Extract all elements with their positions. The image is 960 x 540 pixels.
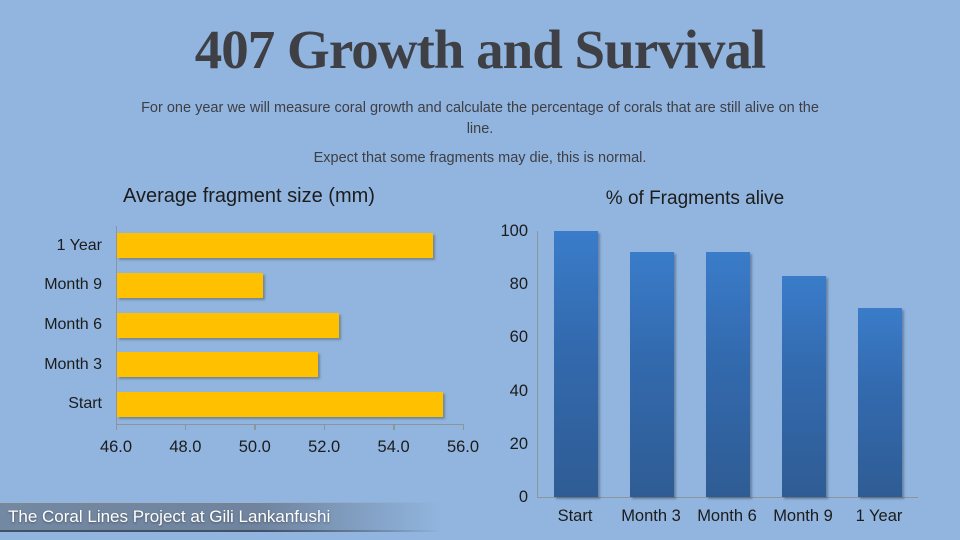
x-axis-tick xyxy=(184,424,187,430)
y-axis-tick-label: 100 xyxy=(500,222,528,240)
footer-text: The Coral Lines Project at Gili Lankanfu… xyxy=(8,507,331,526)
x-axis-tick xyxy=(115,424,117,430)
y-axis-tick-label: 20 xyxy=(509,434,528,453)
category-label: Month 9 xyxy=(44,276,102,294)
x-axis-tick-label: 54.0 xyxy=(377,438,410,456)
y-axis-tick-label: 0 xyxy=(518,488,528,506)
category-label: 1 Year xyxy=(56,236,102,254)
chart-fragments-alive: % of Fragments alive StartMonth 3Month 6… xyxy=(480,188,950,538)
slide-title: 407 Growth and Survival xyxy=(194,19,766,80)
x-axis-tick-label: 56.0 xyxy=(446,438,480,456)
chart-average-fragment-size-title: Average fragment size (mm) xyxy=(123,185,375,207)
y-axis-tick-label: 40 xyxy=(509,381,528,400)
bar-month-9 xyxy=(117,272,263,298)
bar-start xyxy=(554,231,598,497)
x-axis-tick xyxy=(462,424,464,430)
footer-band: The Coral Lines Project at Gili Lankanfu… xyxy=(0,502,960,532)
y-axis-tick-label: 60 xyxy=(509,328,528,347)
bar-1-year xyxy=(117,233,433,259)
bar-month-6 xyxy=(706,252,750,497)
x-axis-tick-label: 48.0 xyxy=(169,438,202,456)
bar-month-6 xyxy=(117,312,340,338)
bar-month-3 xyxy=(630,252,674,497)
subtitle-paragraph-2: Expect that some fragments may die, this… xyxy=(313,150,647,167)
bar-month-3 xyxy=(117,352,319,378)
slide-subtitle: For one year we will measure coral growt… xyxy=(140,98,820,169)
subtitle-paragraph-1: For one year we will measure coral growt… xyxy=(141,100,819,138)
x-axis-tick-label: 46.0 xyxy=(99,438,133,456)
chart-average-fragment-size: Average fragment size (mm) 1 Year Month 9… xyxy=(20,185,480,475)
category-label: Month 3 xyxy=(44,355,102,373)
bar-start xyxy=(117,391,444,417)
chart-average-fragment-size-plot xyxy=(116,226,464,425)
chart-fragments-alive-plot xyxy=(537,231,918,498)
x-axis-tick xyxy=(393,424,395,430)
chart-fragments-alive-title: % of Fragments alive xyxy=(605,188,785,209)
x-axis-tick-label: 52.0 xyxy=(308,438,341,456)
bar-1-year xyxy=(858,308,902,497)
x-axis-tick xyxy=(254,424,256,430)
x-axis-tick-label: 50.0 xyxy=(238,438,271,456)
bar-month-9 xyxy=(782,276,826,497)
y-axis-tick-label: 80 xyxy=(509,275,528,294)
category-label: Start xyxy=(68,395,102,413)
x-axis-tick xyxy=(323,424,326,430)
category-label: Month 6 xyxy=(44,316,102,333)
